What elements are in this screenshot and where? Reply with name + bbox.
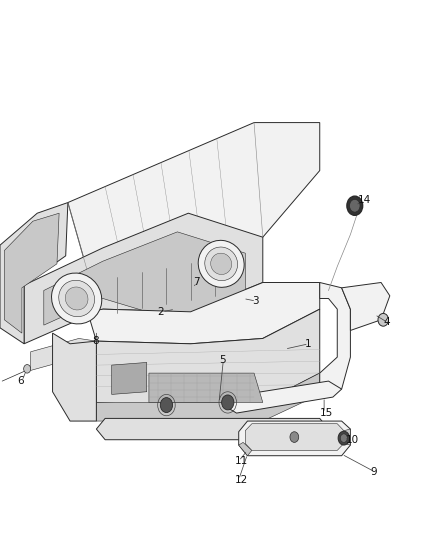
Ellipse shape bbox=[52, 273, 102, 324]
Circle shape bbox=[222, 395, 234, 410]
Polygon shape bbox=[149, 373, 263, 402]
Polygon shape bbox=[53, 333, 96, 421]
Polygon shape bbox=[342, 282, 390, 330]
Text: 11: 11 bbox=[234, 456, 247, 466]
Polygon shape bbox=[0, 203, 68, 344]
Text: 12: 12 bbox=[234, 475, 247, 484]
Polygon shape bbox=[24, 213, 263, 344]
Ellipse shape bbox=[65, 287, 88, 310]
Polygon shape bbox=[88, 282, 320, 344]
Circle shape bbox=[347, 196, 363, 215]
Circle shape bbox=[340, 434, 347, 442]
Polygon shape bbox=[31, 338, 96, 370]
Ellipse shape bbox=[211, 253, 232, 274]
Polygon shape bbox=[344, 429, 350, 445]
Polygon shape bbox=[239, 421, 350, 456]
Polygon shape bbox=[44, 232, 245, 325]
Polygon shape bbox=[96, 418, 328, 440]
Ellipse shape bbox=[198, 240, 244, 287]
Text: 1: 1 bbox=[304, 339, 311, 349]
Text: 9: 9 bbox=[370, 467, 377, 477]
Polygon shape bbox=[239, 442, 252, 456]
Polygon shape bbox=[245, 424, 344, 450]
Circle shape bbox=[290, 432, 299, 442]
Text: 2: 2 bbox=[158, 307, 164, 317]
Polygon shape bbox=[112, 362, 147, 394]
Circle shape bbox=[350, 199, 360, 212]
Text: 6: 6 bbox=[18, 376, 24, 386]
Text: 8: 8 bbox=[92, 336, 99, 346]
Circle shape bbox=[160, 398, 173, 413]
Text: 4: 4 bbox=[383, 318, 390, 327]
Ellipse shape bbox=[59, 280, 95, 317]
Polygon shape bbox=[4, 213, 59, 333]
Polygon shape bbox=[96, 373, 320, 421]
Circle shape bbox=[24, 365, 31, 373]
Text: 7: 7 bbox=[193, 278, 199, 287]
Ellipse shape bbox=[205, 247, 237, 281]
Polygon shape bbox=[96, 309, 320, 408]
Polygon shape bbox=[68, 123, 320, 272]
Text: 3: 3 bbox=[252, 296, 258, 306]
Polygon shape bbox=[228, 381, 342, 413]
Text: 5: 5 bbox=[219, 355, 226, 365]
Polygon shape bbox=[320, 282, 350, 394]
Circle shape bbox=[338, 431, 350, 445]
Text: 10: 10 bbox=[346, 435, 359, 445]
Text: 14: 14 bbox=[358, 195, 371, 205]
Circle shape bbox=[378, 313, 389, 326]
Text: 15: 15 bbox=[320, 408, 333, 418]
